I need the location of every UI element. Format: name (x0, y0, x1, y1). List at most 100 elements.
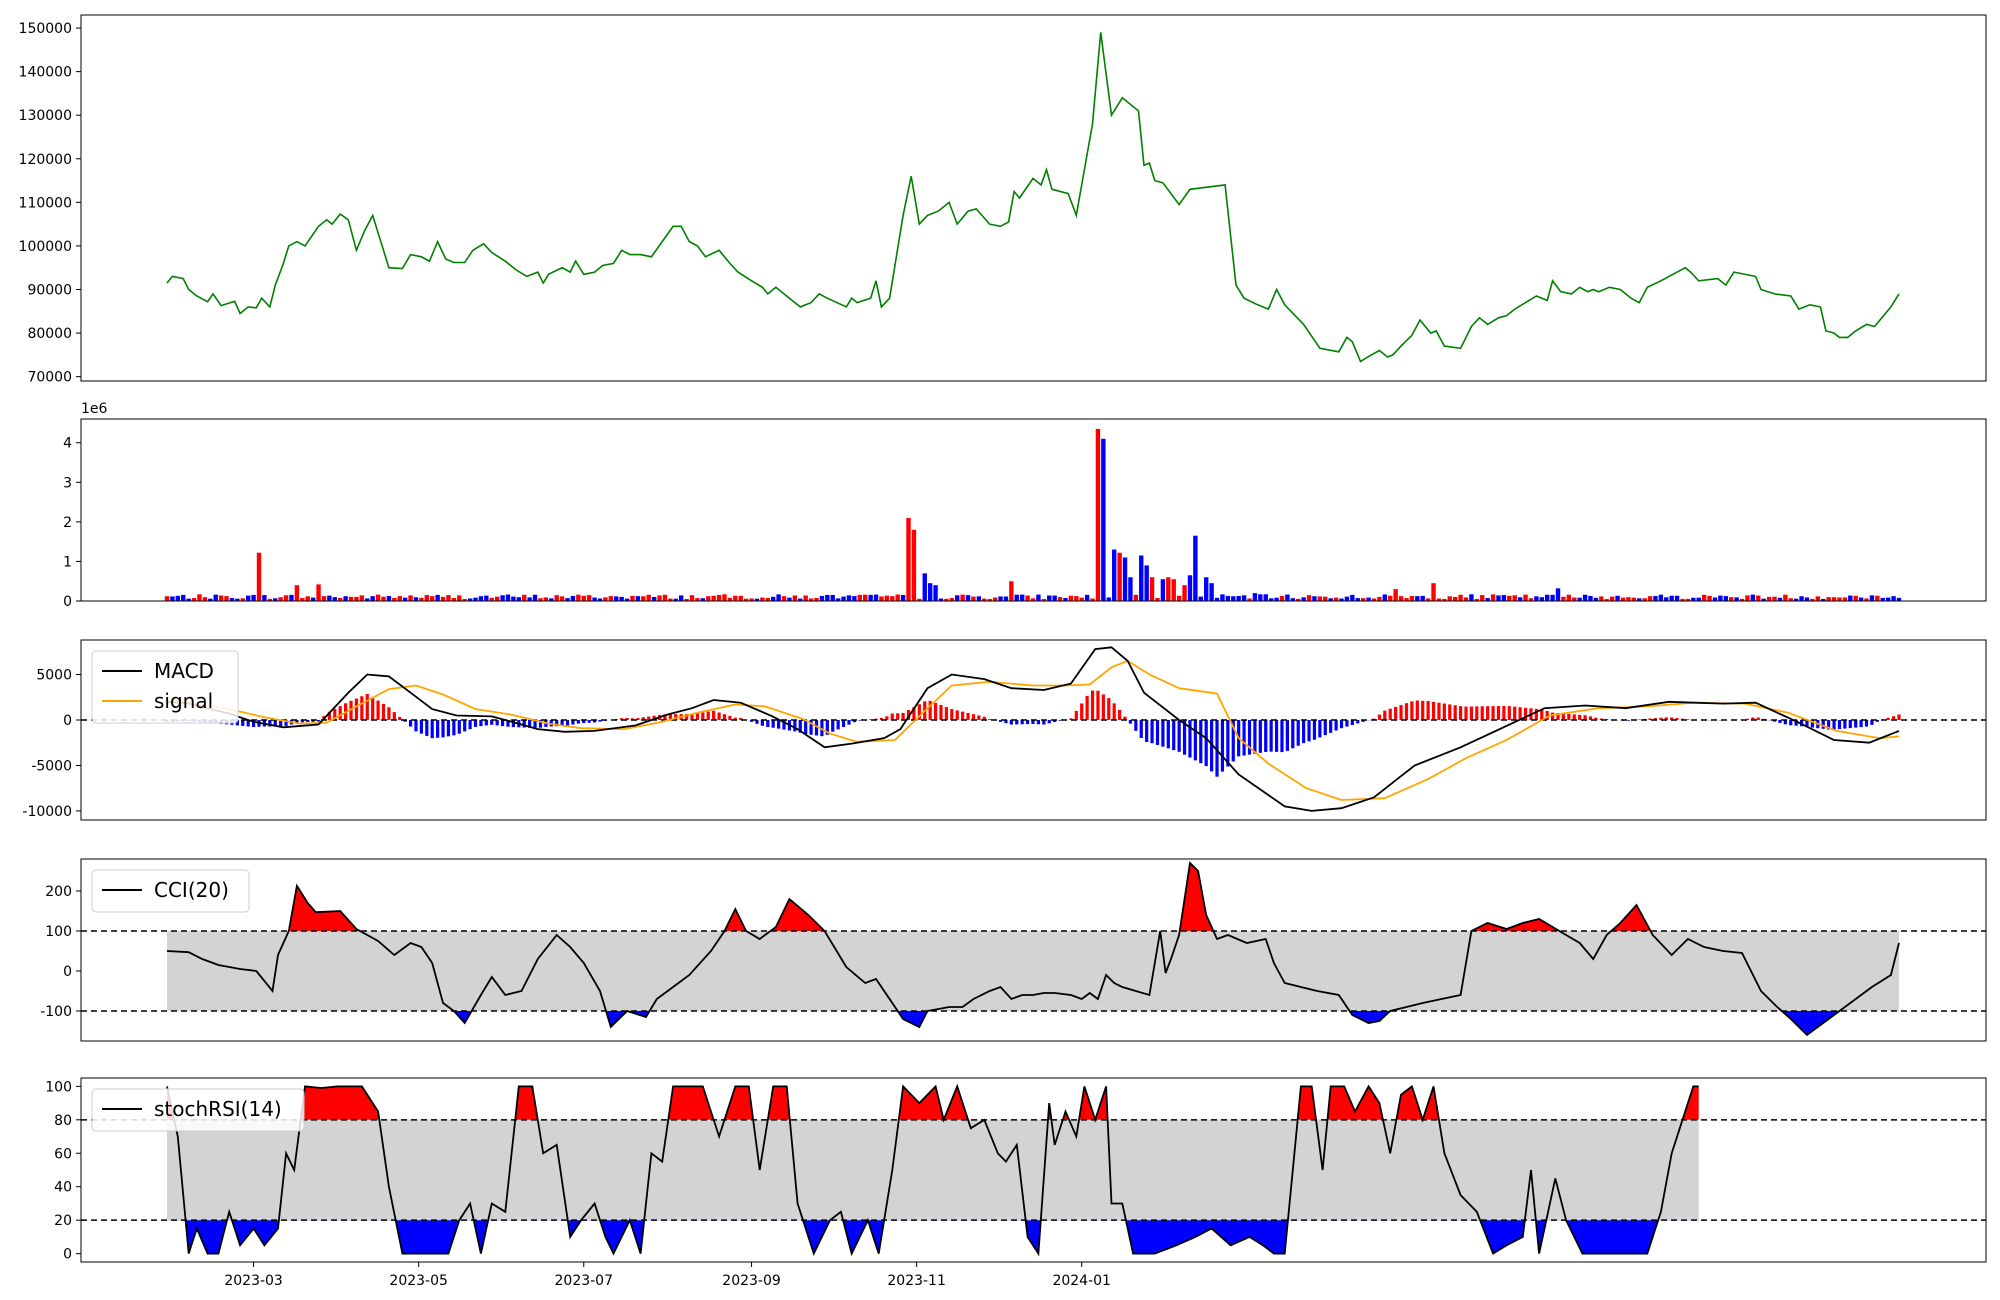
volume-bar (473, 597, 478, 601)
volume-bar (570, 595, 576, 601)
macd-histogram-bar (1182, 720, 1187, 755)
volume-bar (960, 594, 965, 601)
volume-bar (1658, 594, 1664, 601)
volume-bar (668, 598, 673, 601)
volume-bar (1577, 597, 1582, 601)
volume-bar (1036, 594, 1041, 601)
volume-bar (776, 594, 781, 601)
y-tick-label: 40 (54, 1180, 72, 1196)
panel-frame (80, 418, 1987, 602)
volume-bar (835, 598, 841, 601)
macd-histogram-bar (1296, 720, 1300, 746)
macd-histogram-bar (1859, 720, 1863, 728)
neutral-band (167, 931, 1899, 1011)
macd-histogram-bar (436, 720, 440, 738)
volume-bar (1252, 593, 1258, 601)
plot-area (164, 428, 1902, 601)
volume-bar (1139, 555, 1144, 601)
macd-histogram-bar (1827, 720, 1831, 730)
volume-bar (1009, 581, 1014, 601)
macd-histogram-bar (933, 702, 938, 720)
macd-histogram-bar (961, 711, 965, 720)
macd-histogram-bar (1475, 706, 1479, 720)
volume-bar (614, 596, 619, 601)
volume-bar (798, 598, 803, 601)
volume-bar (1425, 598, 1431, 601)
macd-histogram-bar (408, 720, 413, 727)
volume-bar (711, 595, 716, 601)
volume-bar (603, 597, 608, 601)
volume-bar (1885, 597, 1891, 601)
macd-histogram-bar (1772, 720, 1777, 722)
macd-histogram-bar (804, 720, 808, 734)
volume-bar (895, 594, 900, 601)
macd-histogram-bar (1534, 708, 1538, 720)
macd-histogram-bar (1404, 703, 1409, 720)
y-tick-label: 140000 (19, 65, 72, 81)
volume-bar (1544, 594, 1550, 601)
volume-bar (857, 594, 862, 601)
macd-histogram-bar (1291, 720, 1295, 749)
macd-histogram-bar (766, 720, 770, 728)
macd-histogram-bar (663, 714, 667, 720)
macd-histogram-bar (1172, 720, 1176, 751)
macd-histogram-bar (1805, 720, 1809, 727)
macd-histogram-bar (869, 719, 873, 720)
macd-histogram-bar (235, 720, 239, 726)
macd-histogram-bar (1047, 720, 1051, 724)
macd-histogram-bar (1080, 703, 1084, 720)
macd-histogram-bar (1426, 701, 1430, 720)
volume-bar (733, 595, 738, 601)
volume-bar (1090, 598, 1095, 601)
macd-histogram-bar (1036, 720, 1041, 725)
volume-bar (592, 597, 597, 601)
volume-bar (808, 598, 814, 601)
volume-bar (202, 597, 208, 601)
volume-bar (819, 595, 825, 601)
volume-bar (684, 598, 689, 601)
macd-histogram-bar (1751, 717, 1755, 720)
macd-histogram-bar (701, 712, 705, 720)
volume-bar (1220, 594, 1225, 601)
volume-bar (1377, 596, 1382, 601)
macd-histogram-bar (1025, 720, 1030, 725)
volume-bar (251, 594, 256, 601)
macd-histogram-bar (1085, 695, 1089, 720)
volume-bar (1241, 595, 1247, 601)
volume-bar (1333, 597, 1339, 601)
volume-bar (365, 598, 370, 601)
volume-bar (1788, 598, 1793, 601)
volume-bar (1117, 552, 1122, 601)
volume-bar (1734, 597, 1739, 601)
macd-histogram-bar (1302, 720, 1306, 744)
volume-bar (1777, 597, 1783, 601)
macd-histogram-bar (381, 703, 386, 720)
macd-histogram-bar (1042, 720, 1046, 725)
volume-bar (641, 596, 646, 601)
volume-bar (624, 598, 630, 601)
volume-bar (1296, 598, 1301, 601)
macd-histogram-bar (1020, 720, 1024, 725)
volume-bar (1739, 598, 1745, 601)
macd-histogram-bar (316, 720, 321, 722)
volume-bar (565, 598, 570, 601)
volume-bar (700, 598, 706, 601)
macd-histogram-bar (1269, 720, 1273, 752)
macd-histogram-bar (1518, 707, 1522, 720)
volume-bar (852, 596, 857, 601)
x-tick-label: 2023-07 (555, 1273, 614, 1289)
volume-bar (576, 594, 581, 601)
volume-bar (267, 598, 273, 601)
volume-bar (1236, 595, 1241, 601)
macd-histogram-bar (1870, 720, 1874, 725)
volume-bar (273, 598, 278, 601)
volume-bar (1761, 598, 1766, 601)
volume-bar (1003, 596, 1009, 601)
volume-bar (370, 596, 375, 601)
volume-bar (1193, 535, 1198, 601)
macd-histogram-bar (1134, 720, 1138, 731)
legend-label: stochRSI(14) (154, 1097, 282, 1121)
volume-bar (982, 598, 987, 601)
macd-histogram-bar (1069, 718, 1073, 720)
volume-bar (781, 596, 787, 601)
